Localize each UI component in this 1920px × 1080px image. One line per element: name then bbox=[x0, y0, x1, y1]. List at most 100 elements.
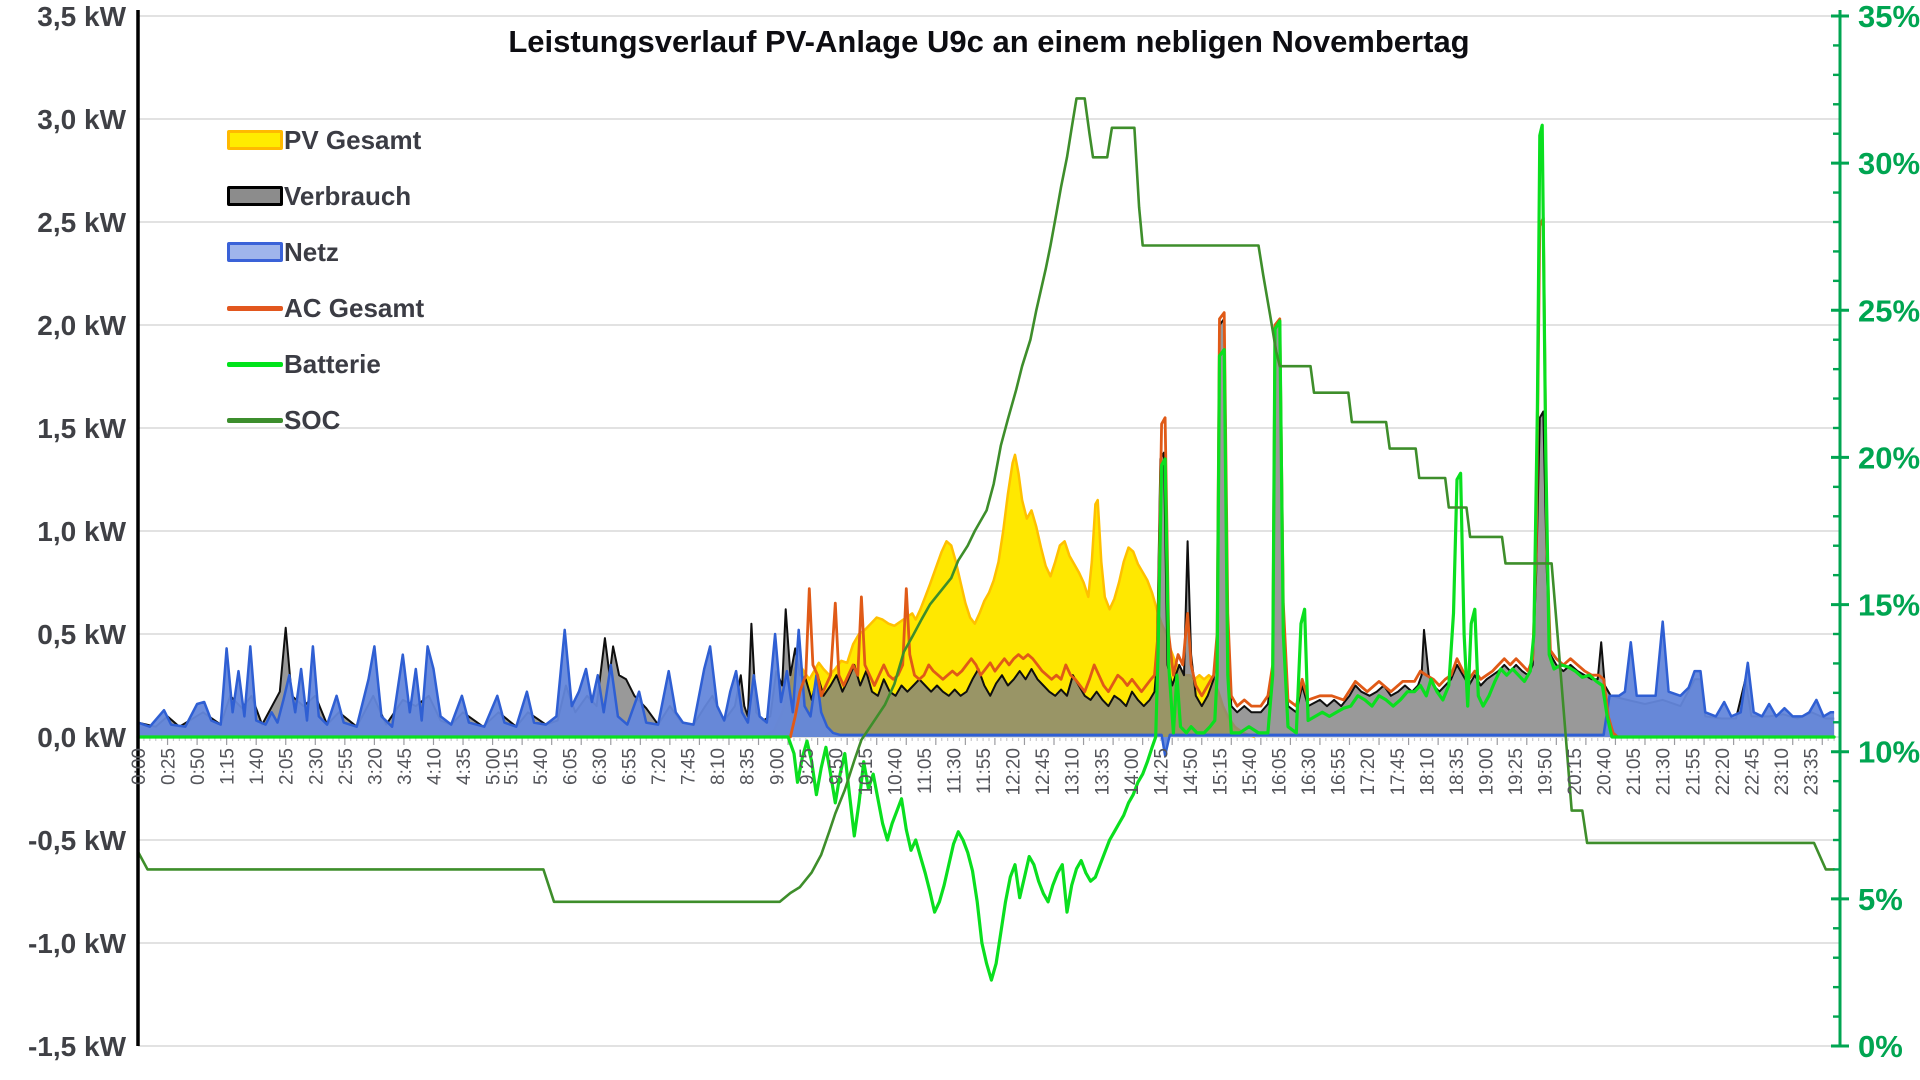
x-axis-label: 10:40 bbox=[885, 748, 906, 796]
right-axis-label: 30% bbox=[1858, 146, 1920, 181]
legend-label: Verbrauch bbox=[284, 181, 412, 211]
legend-item-soc: SOC bbox=[227, 406, 424, 434]
x-axis-label: 12:20 bbox=[1004, 748, 1025, 796]
legend-swatch-icon bbox=[227, 130, 283, 150]
legend-swatch-icon bbox=[227, 417, 283, 423]
legend-label: PV Gesamt bbox=[284, 125, 422, 155]
x-axis-label: 2:30 bbox=[306, 748, 327, 785]
legend-swatch-icon bbox=[227, 186, 283, 206]
netz-area-border bbox=[137, 620, 1835, 757]
left-axis-label: 2,5 kW bbox=[37, 207, 126, 238]
x-axis-label: 1:40 bbox=[247, 748, 268, 785]
right-axis-label: 25% bbox=[1858, 293, 1920, 328]
legend-swatch-icon bbox=[227, 242, 283, 262]
x-axis-label: 19:50 bbox=[1536, 748, 1557, 796]
legend-label: AC Gesamt bbox=[284, 293, 425, 323]
x-axis-label: 16:55 bbox=[1329, 748, 1350, 796]
right-axis-label: 5% bbox=[1858, 882, 1903, 917]
right-axis-label: 20% bbox=[1858, 440, 1920, 475]
legend-item-verbrauch: Verbrauch bbox=[227, 182, 424, 210]
x-axis-label: 19:00 bbox=[1476, 748, 1497, 796]
x-axis-label: 18:10 bbox=[1417, 748, 1438, 796]
x-axis-label: 21:55 bbox=[1683, 748, 1704, 796]
legend-item-netz: Netz bbox=[227, 238, 424, 266]
left-axis-label: 1,5 kW bbox=[37, 413, 126, 444]
x-axis-label: 2:05 bbox=[277, 748, 298, 785]
x-axis-label: 5:00 bbox=[484, 748, 505, 785]
left-axis-label: -1,0 kW bbox=[28, 928, 127, 959]
x-axis-label: 0:50 bbox=[188, 748, 209, 785]
x-axis-label: 6:05 bbox=[560, 748, 581, 785]
x-axis-label: 11:55 bbox=[974, 748, 995, 794]
x-axis-label: 11:30 bbox=[945, 748, 966, 794]
x-axis-label: 22:20 bbox=[1713, 748, 1734, 796]
left-axis-label: 0,5 kW bbox=[37, 619, 126, 650]
x-axis-label: 21:30 bbox=[1654, 748, 1675, 796]
x-axis-label: 16:05 bbox=[1270, 748, 1291, 796]
x-axis-label: 9:25 bbox=[797, 748, 818, 785]
x-axis-label: 5:15 bbox=[501, 748, 522, 785]
x-axis-label: 21:05 bbox=[1624, 748, 1645, 796]
x-axis-label: 7:45 bbox=[679, 748, 700, 785]
legend-item-ac-gesamt: AC Gesamt bbox=[227, 294, 424, 322]
legend-label: SOC bbox=[284, 405, 341, 435]
x-axis-label: 20:15 bbox=[1565, 748, 1586, 796]
legend-item-pv-gesamt: PV Gesamt bbox=[227, 126, 424, 154]
x-axis-label: 5:40 bbox=[531, 748, 552, 785]
x-axis-label: 12:45 bbox=[1033, 748, 1054, 796]
x-axis-label: 15:40 bbox=[1240, 748, 1261, 796]
netz-area bbox=[138, 621, 1835, 756]
legend-label: Netz bbox=[284, 237, 339, 267]
right-axis-label: 15% bbox=[1858, 588, 1920, 623]
chart-title: Leistungsverlauf PV-Anlage U9c an einem … bbox=[508, 24, 1470, 59]
left-axis-label: 2,0 kW bbox=[37, 310, 126, 341]
left-axis-label: -1,5 kW bbox=[28, 1031, 127, 1062]
x-axis-label: 9:50 bbox=[826, 748, 847, 785]
x-axis-label: 20:40 bbox=[1595, 748, 1616, 796]
x-axis-label: 1:15 bbox=[218, 748, 239, 785]
batterie-line bbox=[136, 123, 1836, 982]
legend-swatch-icon bbox=[227, 305, 283, 311]
x-axis-label: 23:35 bbox=[1801, 748, 1822, 796]
x-axis-label: 17:20 bbox=[1358, 748, 1379, 796]
x-axis-label: 7:20 bbox=[649, 748, 670, 785]
left-axis-label: 3,5 kW bbox=[37, 1, 126, 32]
x-axis-label: 18:35 bbox=[1447, 748, 1468, 796]
x-axis-label: 0:25 bbox=[159, 748, 180, 785]
x-axis-label: 2:55 bbox=[336, 748, 357, 785]
x-axis-label: 17:45 bbox=[1388, 748, 1409, 796]
x-axis-label: 11:05 bbox=[915, 748, 936, 794]
x-axis-label: 4:10 bbox=[424, 748, 445, 785]
x-axis-label: 23:10 bbox=[1772, 748, 1793, 796]
x-axis-label: 15:15 bbox=[1210, 748, 1231, 796]
left-axis-label: 1,0 kW bbox=[37, 516, 126, 547]
legend-item-batterie: Batterie bbox=[227, 350, 424, 378]
left-axis-label: 0,0 kW bbox=[37, 722, 126, 753]
x-axis-label: 13:10 bbox=[1063, 748, 1084, 796]
x-axis-label: 16:30 bbox=[1299, 748, 1320, 796]
x-axis-label: 13:35 bbox=[1092, 748, 1113, 796]
right-axis-label: 0% bbox=[1858, 1029, 1903, 1064]
x-axis-label: 8:10 bbox=[708, 748, 729, 785]
x-axis-label: 22:45 bbox=[1742, 748, 1763, 796]
right-axis-label: 10% bbox=[1858, 735, 1920, 770]
x-axis-label: 14:50 bbox=[1181, 748, 1202, 796]
right-axis-label: 35% bbox=[1858, 0, 1920, 34]
x-axis-label: 6:30 bbox=[590, 748, 611, 785]
x-axis-label: 9:00 bbox=[767, 748, 788, 785]
chart-legend: PV Gesamt Verbrauch Netz AC Gesamt Batterie S… bbox=[227, 126, 424, 462]
x-axis-label: 3:20 bbox=[365, 748, 386, 785]
x-axis-label: 4:35 bbox=[454, 748, 475, 785]
x-axis-label: 8:35 bbox=[738, 748, 759, 785]
soc-line bbox=[136, 97, 1836, 904]
x-axis-label: 14:00 bbox=[1122, 748, 1143, 796]
x-axis-label: 3:45 bbox=[395, 748, 416, 785]
left-axis-label: 3,0 kW bbox=[37, 104, 126, 135]
legend-swatch-icon bbox=[227, 361, 283, 367]
x-axis-label: 19:25 bbox=[1506, 748, 1527, 796]
x-axis-label: 0:00 bbox=[129, 748, 150, 785]
x-axis-label: 10:15 bbox=[856, 748, 877, 796]
x-axis-label: 14:25 bbox=[1151, 748, 1172, 796]
